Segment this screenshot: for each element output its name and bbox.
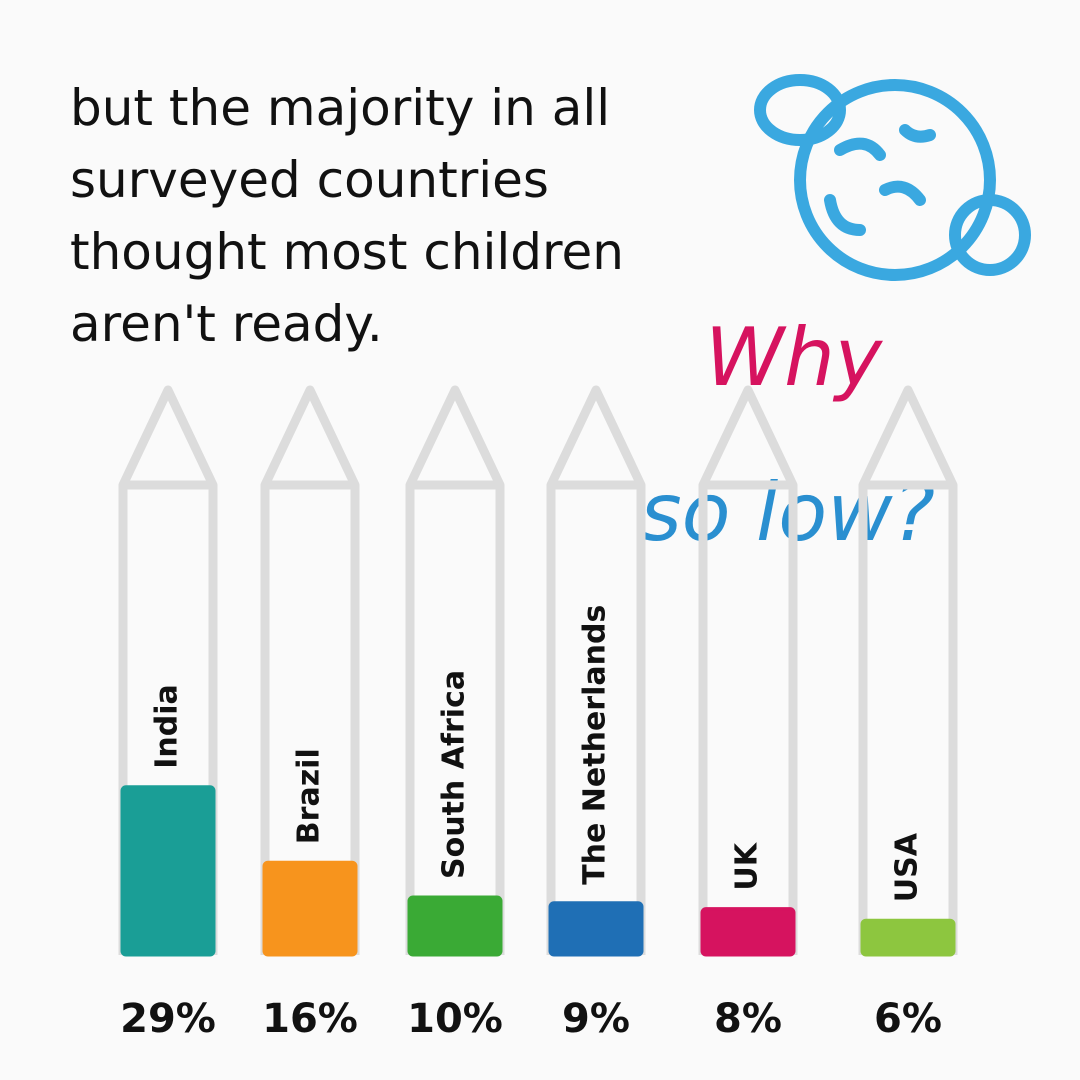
category-label: USA: [890, 832, 925, 902]
value-label: 29%: [120, 996, 216, 1042]
value-label: 16%: [262, 996, 358, 1042]
pencil-outline: [858, 385, 958, 955]
bear-doodle: [754, 74, 1031, 281]
category-label: The Netherlands: [578, 605, 613, 885]
pencil-outline: [118, 385, 218, 955]
category-label: Brazil: [292, 748, 327, 844]
value-label: 6%: [874, 996, 942, 1042]
category-label: UK: [730, 841, 765, 890]
pencil-outline: [405, 385, 505, 955]
pencil-outline: [260, 385, 360, 955]
chart-title: but the majority in all surveyed countri…: [70, 79, 624, 353]
pencil-outline: [546, 385, 646, 955]
bar: [407, 895, 503, 957]
annotation: Why: [705, 311, 884, 404]
value-label: 9%: [562, 996, 630, 1042]
category-label: South Africa: [437, 670, 472, 879]
bar: [860, 918, 956, 957]
bar: [262, 860, 358, 957]
value-label: 8%: [714, 996, 782, 1042]
bar: [548, 901, 644, 957]
value-label: 10%: [407, 996, 503, 1042]
bar: [120, 785, 216, 957]
bar: [700, 907, 796, 957]
pencil-outline: [698, 385, 798, 955]
category-label: India: [150, 684, 185, 769]
